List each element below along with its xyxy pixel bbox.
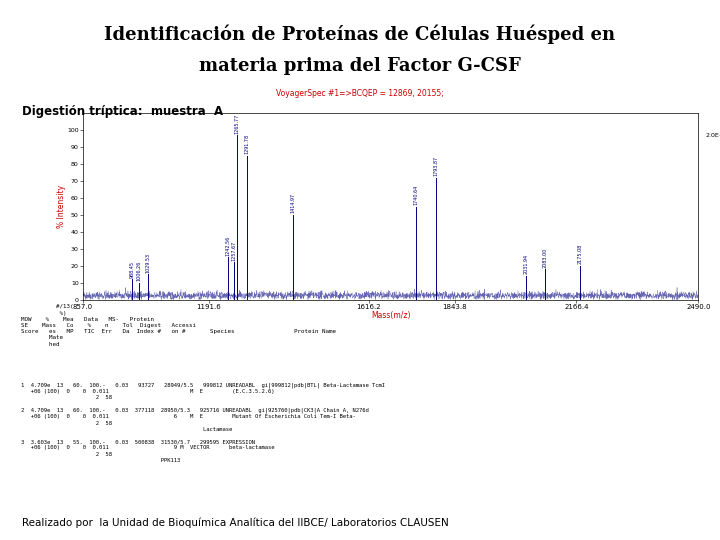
Text: 1291.78: 1291.78 [244,134,249,154]
Text: 1793.87: 1793.87 [433,156,438,176]
Text: 1029.53: 1029.53 [145,253,150,273]
X-axis label: Mass(m/z): Mass(m/z) [371,311,410,320]
Text: 988.45: 988.45 [130,261,135,278]
Text: 1006.26: 1006.26 [137,261,142,281]
Text: 1414.97: 1414.97 [291,193,296,213]
Text: 1740.64: 1740.64 [413,185,418,205]
Text: Digestión tríptica:  muestra  A: Digestión tríptica: muestra A [22,105,222,118]
Text: 1265.77: 1265.77 [235,113,239,134]
Text: 1257.67: 1257.67 [231,240,236,261]
Text: #/13(
           %)
MOW    %    Mea   Data   MS-   Protein
SE    Mass   Co    % : #/13( %) MOW % Mea Data MS- Protein SE M… [22,305,336,347]
Y-axis label: % Intensity: % Intensity [57,185,66,228]
Text: 2031.94: 2031.94 [523,254,528,274]
Text: 2083.00: 2083.00 [542,247,547,267]
Text: 1242.56: 1242.56 [225,235,230,255]
Text: Identificación de Proteínas de Células Huésped en: Identificación de Proteínas de Células H… [104,24,616,44]
Text: VoyagerSpec #1=>BCQEP = 12869, 20155;: VoyagerSpec #1=>BCQEP = 12869, 20155; [276,89,444,98]
Text: Realizado por  la Unidad de Bioquímica Analítica del IIBCE/ Laboratorios CLAUSEN: Realizado por la Unidad de Bioquímica An… [22,518,449,528]
Text: 2175.08: 2175.08 [577,244,582,264]
Text: 2.0E+4: 2.0E+4 [705,133,720,138]
Text: materia prima del Factor G-CSF: materia prima del Factor G-CSF [199,57,521,75]
Text: 1  4.709e  13   60.  100.-   0.03   93727   28949/5.5   999812 UNREADABL  gi|999: 1 4.709e 13 60. 100.- 0.03 93727 28949/5… [22,382,385,463]
